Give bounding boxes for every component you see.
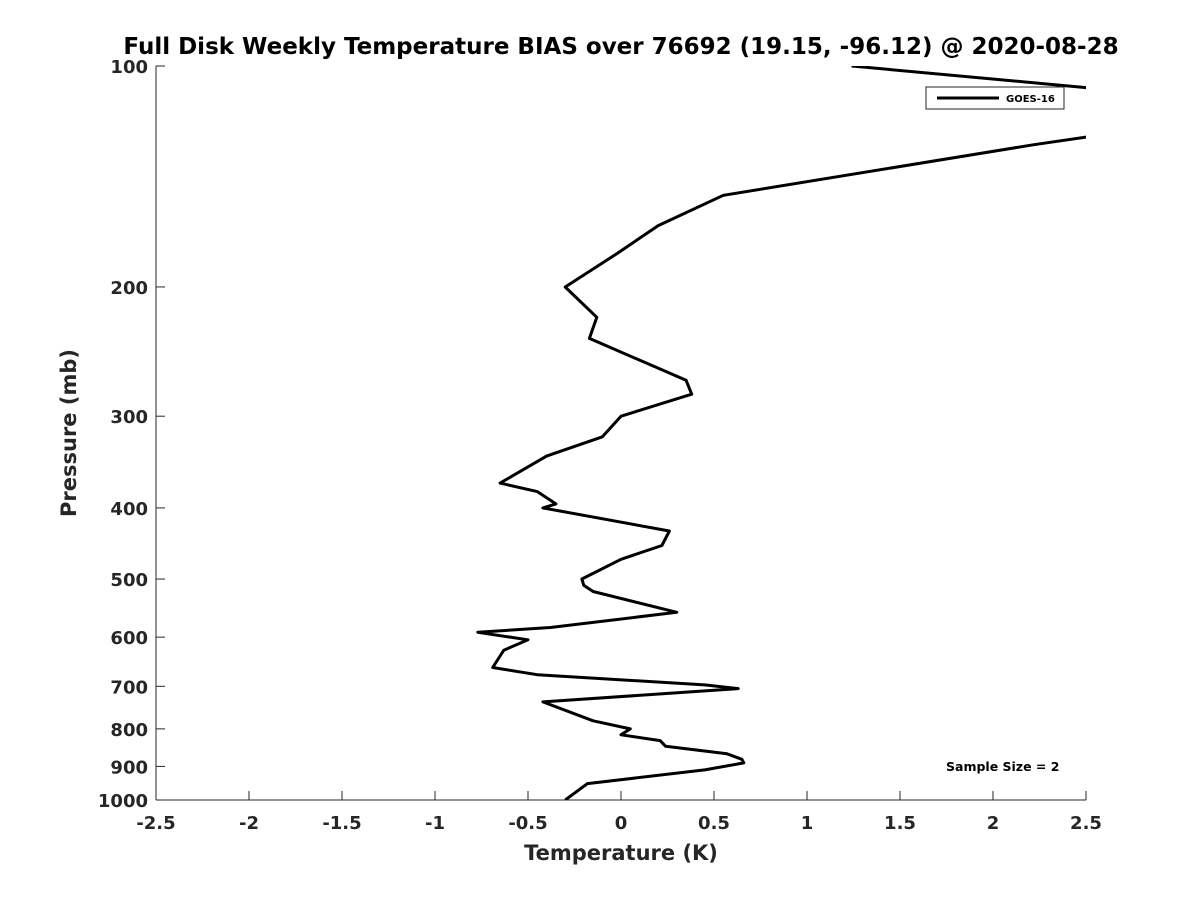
y-tick-label: 600: [110, 628, 148, 649]
y-tick-label: 800: [110, 720, 148, 741]
x-tick-label: 1: [801, 813, 814, 834]
x-axis-label: Temperature (K): [524, 841, 718, 865]
y-tick-label: 1000: [98, 791, 148, 812]
y-tick-label: 500: [110, 570, 148, 591]
x-tick-label: 0.5: [698, 813, 730, 834]
sample-size-annotation: Sample Size = 2: [946, 759, 1059, 774]
x-tick-label: 0: [615, 813, 628, 834]
y-axis-ticks: 100 200 300 400 500 600 700 800 900 1000: [98, 57, 165, 812]
x-tick-label: -2.5: [136, 813, 175, 834]
x-axis-ticks: -2.5 -2 -1.5 -1 -0.5 0 0.5 1 1.5 2 2.5: [136, 791, 1102, 834]
x-tick-label: 1.5: [884, 813, 916, 834]
y-tick-label: 700: [110, 677, 148, 698]
y-tick-label: 300: [110, 407, 148, 428]
y-tick-label: 400: [110, 499, 148, 520]
plot-area: [476, 66, 1086, 800]
x-tick-label: 2: [987, 813, 1000, 834]
y-axis-label: Pressure (mb): [57, 349, 81, 517]
legend[interactable]: GOES-16: [925, 86, 1065, 110]
x-tick-label: -1: [425, 813, 445, 834]
x-tick-label: 2.5: [1070, 813, 1102, 834]
y-tick-label: 900: [110, 757, 148, 778]
x-tick-label: -0.5: [508, 813, 547, 834]
y-tick-label: 200: [110, 278, 148, 299]
x-tick-label: -2: [239, 813, 259, 834]
y-tick-label: 100: [110, 57, 148, 78]
legend-label-goes-16: GOES-16: [1006, 94, 1055, 105]
x-tick-label: -1.5: [322, 813, 361, 834]
chart-title: Full Disk Weekly Temperature BIAS over 7…: [123, 34, 1118, 60]
series-line-goes-16: [476, 66, 1086, 800]
